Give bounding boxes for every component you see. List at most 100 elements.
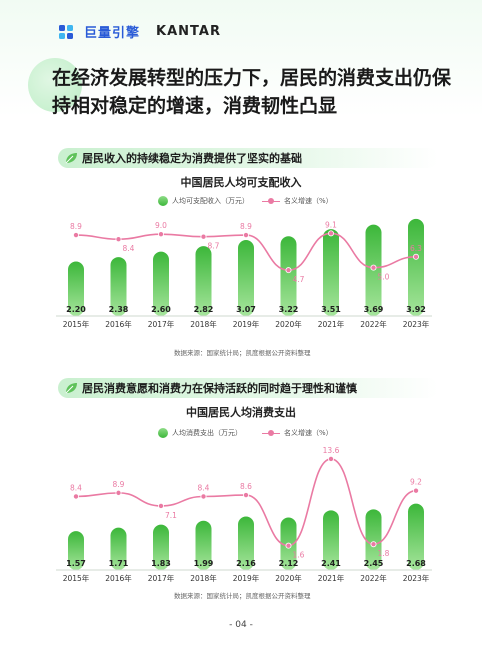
- line-point-4: [242, 492, 249, 499]
- x-tick-label: 2017年: [148, 573, 175, 582]
- section-heading-text: 居民消费意愿和消费力在保持活跃的同时趋于理性和谨慎: [82, 382, 357, 395]
- x-tick-label: 2022年: [360, 319, 387, 329]
- bar-value-label: 1.57: [66, 559, 86, 568]
- line-value-label: 8.9: [113, 480, 125, 489]
- legend-bar-swatch: [158, 196, 168, 206]
- page-number: - 04 -: [229, 620, 253, 630]
- x-tick-label: 2015年: [63, 573, 90, 582]
- line-point-1: [115, 489, 122, 496]
- line-point-8: [412, 487, 419, 494]
- bar-0: [68, 531, 84, 570]
- growth-rate-line: [75, 458, 417, 547]
- bar-4: [238, 516, 254, 570]
- bar-value-label: 1.71: [109, 559, 129, 568]
- header: 巨量引擎 KANTAR: [58, 22, 221, 41]
- x-tick-label: 2018年: [190, 573, 217, 582]
- bar-8: [408, 503, 424, 570]
- line-value-label: 8.4: [198, 483, 210, 492]
- section-heading-income: 居民收入的持续稳定为消费提供了坚实的基础: [58, 148, 438, 168]
- page-title: 在经济发展转型的压力下，居民的消费支出仍保持相对稳定的增速，消费韧性凸显: [52, 67, 452, 117]
- x-tick-label: 2019年: [233, 573, 260, 582]
- line-point-5: [285, 542, 292, 549]
- line-point-8: [412, 253, 419, 260]
- line-value-label: 9.0: [155, 221, 167, 230]
- bar-7: [365, 509, 382, 570]
- line-value-label: 6.3: [410, 244, 422, 253]
- bar-value-label: 1.83: [151, 559, 171, 568]
- bar-value-label: 2.68: [406, 559, 426, 568]
- bar-6: [323, 510, 339, 570]
- legend-line-swatch: [262, 197, 280, 205]
- bar-1: [110, 257, 127, 316]
- line-point-6: [327, 230, 334, 237]
- bar-0: [68, 261, 84, 316]
- ocean-engine-logo-icon: [59, 24, 73, 39]
- line-value-label: 8.4: [70, 483, 82, 492]
- x-tick-label: 2023年: [403, 573, 430, 582]
- legend-line-spending: 名义增速（%）: [262, 428, 333, 438]
- bar-value-label: 2.45: [364, 559, 384, 568]
- bar-value-label: 3.22: [279, 305, 299, 314]
- x-tick-label: 2016年: [105, 319, 132, 329]
- line-point-5: [285, 267, 292, 274]
- line-point-0: [73, 232, 80, 239]
- legend-bar-label: 人均可支配收入（万元）: [172, 197, 249, 205]
- x-tick-label: 2022年: [360, 573, 387, 582]
- x-tick-label: 2018年: [190, 319, 217, 329]
- section-heading-text: 居民收入的持续稳定为消费提供了坚实的基础: [82, 152, 302, 165]
- bar-6: [323, 229, 339, 316]
- line-value-label: 9.1: [325, 220, 337, 229]
- bar-value-label: 3.69: [364, 305, 384, 314]
- x-tick-label: 2017年: [148, 319, 175, 329]
- bar-value-label: 2.12: [279, 559, 299, 568]
- line-value-label: 7.1: [165, 511, 177, 520]
- line-point-7: [370, 264, 377, 271]
- line-value-label: 1.8: [378, 549, 390, 558]
- line-point-0: [73, 493, 80, 500]
- bar-value-label: 2.16: [236, 559, 256, 568]
- line-value-label: 4.7: [293, 275, 305, 284]
- line-point-2: [157, 502, 164, 509]
- bar-2: [153, 524, 169, 570]
- bar-5: [280, 236, 297, 316]
- income-chart: 2.20 2.38 2.60 2.82 3.07 3.22 3.51 3.69 3.92 2015…: [56, 218, 432, 329]
- line-point-1: [115, 236, 122, 243]
- legend-bar-income: 人均可支配收入（万元）: [158, 196, 249, 206]
- growth-rate-line: [75, 232, 417, 271]
- bar-3: [195, 246, 212, 316]
- spending-chart: 1.57 1.71 1.83 1.99 2.16 2.12 2.41 2.45 2.68 2015…: [56, 446, 432, 582]
- x-tick-label: 2020年: [275, 573, 302, 582]
- x-tick-label: 2016年: [105, 573, 132, 582]
- line-point-6: [327, 455, 334, 462]
- bar-8: [408, 218, 424, 316]
- section-heading-spending: 居民消费意愿和消费力在保持活跃的同时趋于理性和谨慎: [58, 378, 438, 398]
- bar-4: [238, 239, 254, 316]
- legend-line-income: 名义增速（%）: [262, 196, 333, 206]
- chart-title-spending: 中国居民人均消费支出: [186, 406, 296, 419]
- line-point-4: [242, 232, 249, 239]
- leaf-icon: [65, 383, 77, 394]
- bar-value-label: 3.07: [236, 305, 256, 314]
- line-point-3: [200, 233, 207, 240]
- bar-value-label: 2.38: [109, 305, 129, 314]
- line-value-label: 13.6: [323, 446, 340, 455]
- line-value-label: 5.0: [378, 273, 390, 282]
- legend-line-label: 名义增速（%）: [284, 429, 333, 437]
- bar-value-label: 1.99: [194, 559, 214, 568]
- brand-ocean-engine: 巨量引擎: [84, 26, 141, 41]
- x-tick-label: 2015年: [63, 319, 90, 329]
- x-tick-label: 2019年: [233, 319, 260, 329]
- line-value-label: 8.6: [240, 482, 252, 491]
- bar-value-label: 3.51: [321, 305, 341, 314]
- decorative-circle: [28, 58, 82, 112]
- brand-kantar: KANTAR: [156, 24, 221, 39]
- bar-1: [110, 527, 127, 570]
- line-value-label: 1.6: [293, 551, 305, 560]
- legend-line-swatch: [262, 429, 280, 437]
- chart-title-income: 中国居民人均可支配收入: [180, 176, 302, 189]
- legend-bar-label: 人均消费支出（万元）: [172, 429, 242, 437]
- line-value-label: 8.7: [208, 242, 220, 251]
- legend-bar-swatch: [158, 428, 168, 438]
- bar-2: [153, 251, 169, 316]
- x-tick-label: 2021年: [318, 573, 345, 582]
